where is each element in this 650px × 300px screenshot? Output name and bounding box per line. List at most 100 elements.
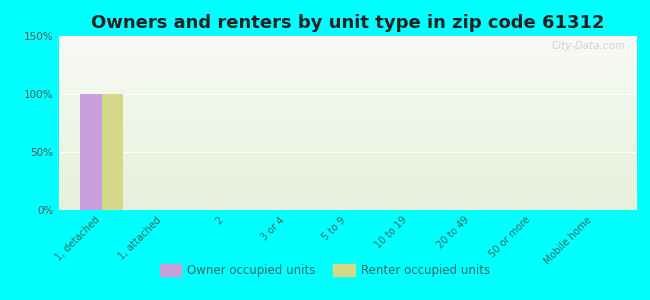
Bar xyxy=(58,119,637,120)
Bar xyxy=(58,186,637,187)
Bar xyxy=(58,90,637,91)
Bar xyxy=(58,124,637,125)
Bar xyxy=(58,176,637,177)
Bar xyxy=(58,128,637,129)
Bar xyxy=(58,141,637,142)
Bar xyxy=(58,146,637,147)
Bar xyxy=(58,96,637,97)
Bar xyxy=(58,173,637,174)
Bar xyxy=(58,81,637,82)
Bar xyxy=(58,181,637,182)
Bar xyxy=(58,183,637,184)
Bar xyxy=(58,54,637,55)
Bar xyxy=(58,158,637,159)
Bar xyxy=(58,150,637,151)
Bar xyxy=(58,110,637,111)
Bar xyxy=(58,182,637,183)
Bar xyxy=(58,44,637,45)
Bar xyxy=(58,47,637,48)
Bar xyxy=(58,43,637,44)
Bar xyxy=(58,209,637,210)
Bar xyxy=(58,200,637,201)
Bar xyxy=(58,157,637,158)
Bar xyxy=(58,170,637,171)
Bar xyxy=(58,107,637,108)
Bar xyxy=(58,180,637,181)
Bar xyxy=(58,125,637,126)
Bar xyxy=(58,148,637,149)
Bar xyxy=(58,185,637,186)
Bar xyxy=(58,164,637,165)
Bar xyxy=(58,190,637,191)
Bar xyxy=(58,41,637,42)
Bar xyxy=(58,84,637,85)
Bar xyxy=(58,52,637,53)
Bar xyxy=(58,86,637,87)
Bar xyxy=(58,135,637,136)
Bar xyxy=(58,109,637,110)
Bar xyxy=(58,64,637,65)
Bar xyxy=(58,58,637,59)
Bar xyxy=(58,194,637,195)
Bar xyxy=(58,74,637,75)
Bar xyxy=(58,140,637,141)
Bar xyxy=(58,71,637,72)
Bar xyxy=(58,94,637,95)
Bar xyxy=(101,94,123,210)
Bar xyxy=(58,89,637,90)
Bar xyxy=(58,108,637,109)
Bar xyxy=(58,156,637,157)
Bar xyxy=(58,102,637,103)
Bar xyxy=(58,77,637,78)
Bar xyxy=(58,73,637,74)
Bar xyxy=(58,49,637,50)
Bar xyxy=(58,70,637,71)
Bar xyxy=(58,178,637,179)
Bar xyxy=(58,57,637,58)
Bar xyxy=(58,207,637,208)
Bar xyxy=(58,189,637,190)
Bar xyxy=(58,175,637,176)
Bar xyxy=(58,106,637,107)
Bar xyxy=(58,38,637,39)
Bar xyxy=(58,80,637,81)
Bar xyxy=(58,138,637,139)
Bar xyxy=(58,188,637,189)
Bar xyxy=(58,136,637,137)
Bar xyxy=(58,142,637,143)
Bar xyxy=(58,111,637,112)
Legend: Owner occupied units, Renter occupied units: Owner occupied units, Renter occupied un… xyxy=(155,260,495,282)
Bar xyxy=(58,76,637,77)
Bar xyxy=(58,120,637,121)
Bar xyxy=(58,37,637,38)
Bar xyxy=(58,160,637,161)
Bar xyxy=(58,100,637,101)
Bar xyxy=(58,155,637,156)
Bar xyxy=(58,50,637,51)
Bar xyxy=(58,68,637,69)
Bar xyxy=(58,69,637,70)
Bar xyxy=(58,112,637,113)
Bar xyxy=(58,203,637,204)
Bar xyxy=(58,199,637,200)
Bar xyxy=(58,165,637,166)
Bar xyxy=(58,62,637,63)
Bar xyxy=(58,101,637,102)
Bar xyxy=(58,206,637,207)
Bar xyxy=(58,85,637,86)
Bar xyxy=(58,153,637,154)
Bar xyxy=(58,46,637,47)
Text: City-Data.com: City-Data.com xyxy=(551,41,625,51)
Bar xyxy=(58,130,637,131)
Bar xyxy=(58,104,637,105)
Bar xyxy=(58,55,637,56)
Bar xyxy=(58,154,637,155)
Bar xyxy=(58,59,637,60)
Bar xyxy=(58,99,637,100)
Bar xyxy=(58,201,637,202)
Bar xyxy=(58,193,637,194)
Bar xyxy=(58,75,637,76)
Bar xyxy=(58,122,637,123)
Bar xyxy=(58,147,637,148)
Bar xyxy=(58,163,637,164)
